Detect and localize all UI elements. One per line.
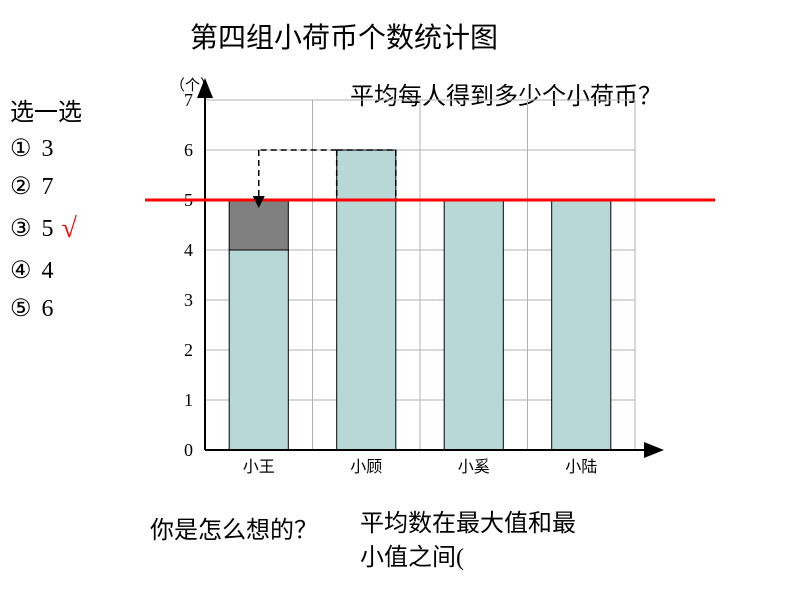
option-num: ② <box>10 168 32 206</box>
bottom-question-2: 平均数在最大值和最 小值之间( <box>360 508 576 575</box>
svg-text:4: 4 <box>184 240 193 260</box>
svg-text:1: 1 <box>184 390 193 410</box>
option-num: ③ <box>10 210 32 248</box>
option-num: ⑤ <box>10 290 32 328</box>
bottom-q2-line1: 平均数在最大值和最 <box>360 508 576 542</box>
option-num: ④ <box>10 252 32 290</box>
bottom-question-1: 你是怎么想的？ <box>150 510 318 545</box>
svg-text:6: 6 <box>184 140 193 160</box>
option-row: ② 7 <box>10 168 77 206</box>
option-row: ⑤ 6 <box>10 290 77 328</box>
svg-text:小奚: 小奚 <box>458 458 490 476</box>
svg-text:小陆: 小陆 <box>565 458 597 476</box>
bottom-q2-line2: 小值之间( <box>360 542 576 576</box>
svg-text:（个）: （个） <box>170 77 215 94</box>
svg-text:小王: 小王 <box>243 458 275 476</box>
svg-text:2: 2 <box>184 340 193 360</box>
check-icon: √ <box>62 207 77 252</box>
option-val: 4 <box>42 252 54 290</box>
svg-text:0: 0 <box>184 440 193 460</box>
svg-text:3: 3 <box>184 290 193 310</box>
option-row: ④ 4 <box>10 252 77 290</box>
chart-title: 第四组小荷币个数统计图 <box>190 16 498 56</box>
svg-text:小顾: 小顾 <box>350 458 382 476</box>
chart-svg: 01234567小王小顾小奚小陆（个） <box>145 60 715 480</box>
option-val: 5 <box>42 210 54 248</box>
bar-chart: 01234567小王小顾小奚小陆（个） <box>145 60 715 480</box>
option-val: 3 <box>42 130 54 168</box>
choose-label: 选一选 <box>10 92 82 127</box>
option-val: 6 <box>42 290 54 328</box>
option-val: 7 <box>42 168 54 206</box>
option-row: ③ 5 √ <box>10 207 77 252</box>
options-list: ① 3 ② 7 ③ 5 √ ④ 4 ⑤ 6 <box>10 130 77 328</box>
option-num: ① <box>10 130 32 168</box>
option-row: ① 3 <box>10 130 77 168</box>
